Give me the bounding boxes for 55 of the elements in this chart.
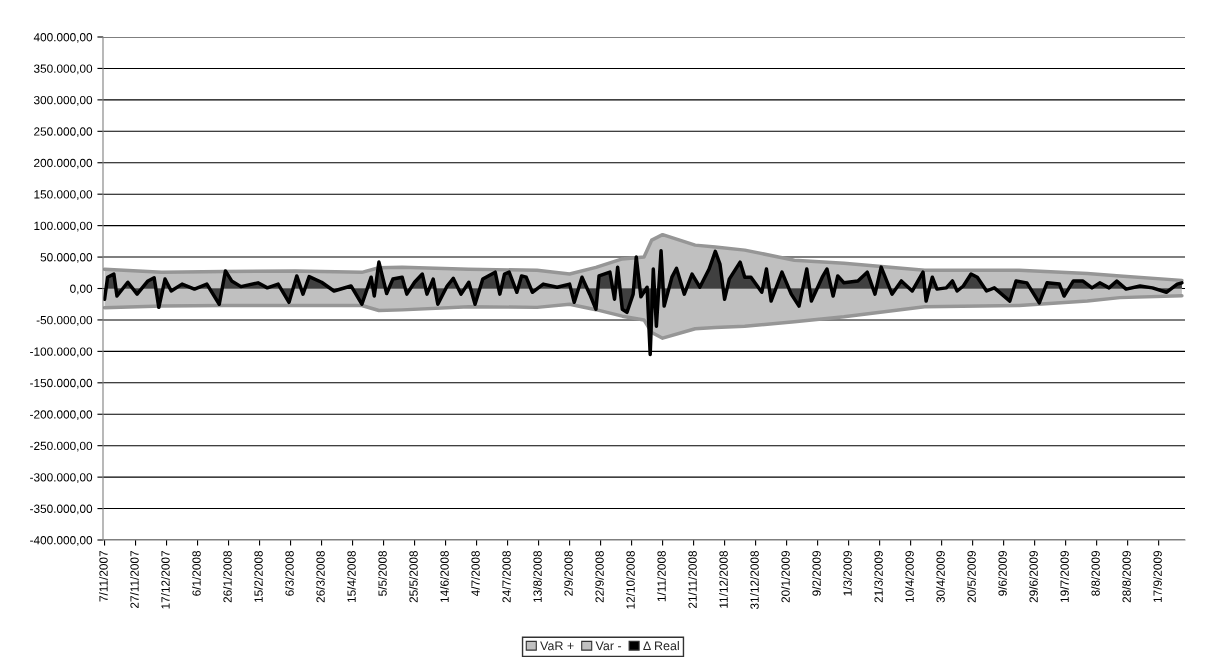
x-tick-label: 22/9/2008 <box>595 550 604 603</box>
y-tick-label: 150.000,00 <box>34 190 93 200</box>
x-tick-label: 6/3/2008 <box>285 550 294 596</box>
legend-label: Var - <box>595 641 622 651</box>
x-tick-label: 15/2/2008 <box>254 550 263 603</box>
x-tick-label: 20/1/2009 <box>781 550 790 603</box>
x-tick-label: 13/8/2008 <box>533 550 542 603</box>
y-tick-label: 250.000,00 <box>34 127 93 138</box>
x-tick-label: 1/11/2008 <box>657 550 666 602</box>
x-tick-label: 8/8/2009 <box>1091 550 1100 596</box>
y-tick-label: 200.000,00 <box>34 158 93 169</box>
x-tick-label: 30/4/2009 <box>936 550 945 603</box>
x-tick-label: 24/7/2008 <box>502 550 511 603</box>
x-tick-label: 26/3/2008 <box>316 550 325 603</box>
y-tick-label: -300.000,00 <box>30 473 93 483</box>
y-tick-label: -350.000,00 <box>30 504 93 515</box>
x-tick-label: 19/7/2009 <box>1060 550 1069 603</box>
y-tick-label: -150.000,00 <box>30 378 93 389</box>
x-tick-label: 7/11/2007 <box>99 551 108 602</box>
x-tick-label: 6/1/2008 <box>192 550 201 596</box>
y-tick-label: 300.000,00 <box>33 95 93 106</box>
y-tick-label: 0,00 <box>70 284 93 295</box>
x-tick-label: 9/6/2009 <box>998 550 1007 596</box>
x-tick-label: 12/10/2008 <box>626 550 635 609</box>
y-tick-label: -400.000,00 <box>30 536 93 546</box>
x-tick-label: 21/3/2009 <box>874 550 883 603</box>
x-tick-label: 2/9/2008 <box>564 550 573 596</box>
x-tick-label: 15/4/2008 <box>347 550 356 603</box>
x-tick-label: 14/6/2008 <box>440 550 449 603</box>
y-tick-label: -200.000,00 <box>30 410 93 421</box>
x-tick-label: 25/5/2008 <box>409 550 418 603</box>
y-tick-label: -100.000,00 <box>30 347 93 358</box>
x-tick-label: 20/5/2009 <box>967 550 976 603</box>
x-tick-label: 4/7/2008 <box>471 550 480 597</box>
x-tick-label: 9/2/2009 <box>812 550 821 596</box>
y-tick-label: 50.000,00 <box>40 253 93 263</box>
y-tick-label: 400.000,00 <box>33 33 93 43</box>
x-tick-label: 27/11/2007 <box>130 551 139 609</box>
x-tick-label: 17/12/2007 <box>161 551 170 609</box>
x-tick-label: 29/6/2009 <box>1029 550 1038 603</box>
x-tick-label: 26/1/2008 <box>223 550 232 603</box>
y-tick-label: 100.000,00 <box>34 221 93 232</box>
legend-label: Δ Real <box>643 641 679 651</box>
x-tick-label: 10/4/2009 <box>905 550 914 603</box>
legend-label: VaR + <box>540 641 574 651</box>
x-tick-label: 17/9/2009 <box>1153 550 1162 603</box>
y-tick-label: -50.000,00 <box>36 315 93 326</box>
x-tick-label: 5/5/2008 <box>378 550 387 596</box>
x-tick-label: 28/8/2009 <box>1122 550 1131 603</box>
y-tick-label: 350.000,00 <box>33 64 93 75</box>
y-tick-label: -250.000,00 <box>30 441 93 452</box>
x-tick-label: 11/12/2008 <box>719 550 728 608</box>
x-tick-label: 31/12/2008 <box>750 550 759 610</box>
x-tick-label: 1/3/2009 <box>843 550 852 596</box>
x-tick-label: 21/11/2008 <box>688 550 697 609</box>
